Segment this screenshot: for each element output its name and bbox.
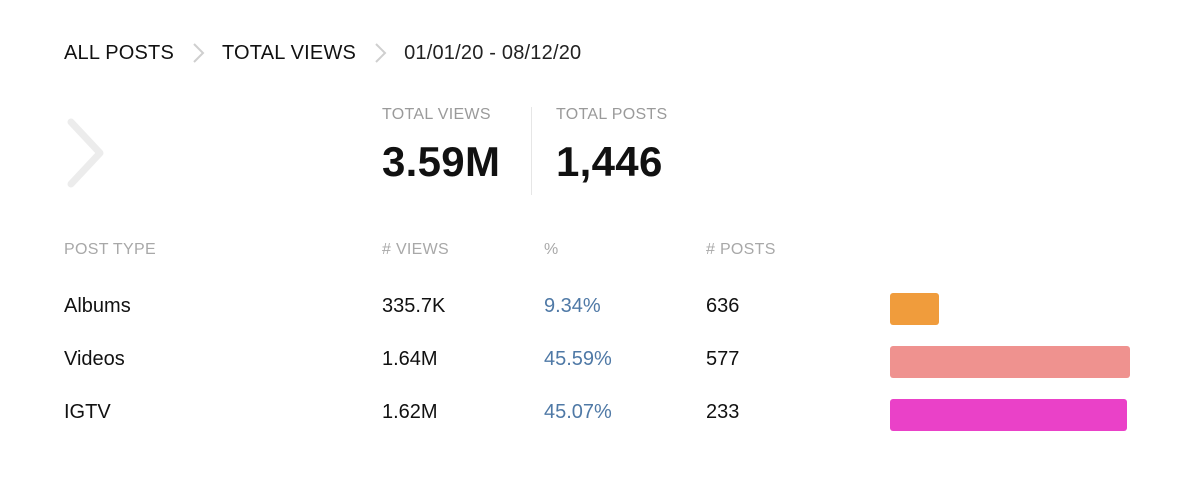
share-bar: [890, 293, 939, 325]
header-post-type[interactable]: POST TYPE: [64, 241, 156, 258]
header-posts[interactable]: # POSTS: [706, 241, 776, 258]
row-percent: 45.59%: [544, 348, 612, 370]
row-post-type: Videos: [64, 348, 125, 370]
row-post-type: Albums: [64, 295, 131, 317]
share-bar: [890, 399, 1127, 431]
row-percent: 9.34%: [544, 295, 601, 317]
table-header: POST TYPE # VIEWS % # POSTS: [0, 241, 1200, 263]
row-posts: 577: [706, 348, 740, 370]
header-percent[interactable]: %: [544, 241, 559, 258]
total-posts-value: 1,446: [556, 138, 663, 185]
row-percent: 45.07%: [544, 401, 612, 423]
breadcrumb-all-posts[interactable]: ALL POSTS: [64, 41, 174, 64]
total-posts-label: TOTAL POSTS: [556, 106, 668, 123]
table-row[interactable]: Albums 335.7K 9.34% 636: [0, 293, 1200, 327]
chevron-right-icon[interactable]: [64, 118, 108, 188]
row-posts: 233: [706, 401, 740, 423]
total-views-label: TOTAL VIEWS: [382, 106, 491, 123]
table-row[interactable]: IGTV 1.62M 45.07% 233: [0, 399, 1200, 433]
table-row[interactable]: Videos 1.64M 45.59% 577: [0, 346, 1200, 380]
row-posts: 636: [706, 295, 740, 317]
row-views: 1.62M: [382, 401, 438, 423]
chevron-right-icon: [375, 43, 387, 63]
total-posts-stat: TOTAL POSTS 1,446: [556, 106, 667, 186]
breadcrumb-date-range: 01/01/20 - 08/12/20: [404, 41, 582, 64]
row-views: 1.64M: [382, 348, 438, 370]
total-views-stat: TOTAL VIEWS 3.59M: [382, 106, 500, 186]
row-post-type: IGTV: [64, 401, 111, 423]
header-views[interactable]: # VIEWS: [382, 241, 450, 258]
share-bar: [890, 346, 1130, 378]
chevron-right-icon: [193, 43, 205, 63]
stat-divider: [531, 107, 532, 195]
breadcrumb-total-views[interactable]: TOTAL VIEWS: [222, 41, 357, 64]
row-views: 335.7K: [382, 295, 446, 317]
breadcrumb: ALL POSTS TOTAL VIEWS 01/01/20 - 08/12/2…: [64, 38, 581, 68]
total-views-value: 3.59M: [382, 138, 501, 185]
